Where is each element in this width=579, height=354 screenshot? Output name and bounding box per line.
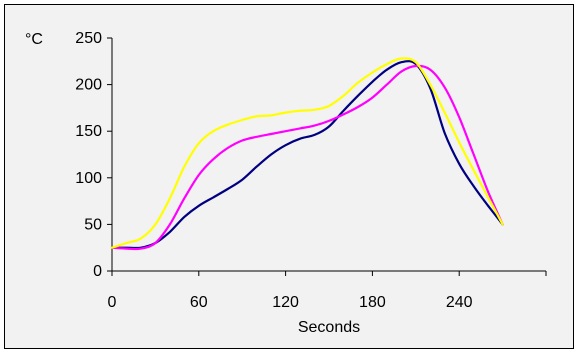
x-tick-label: 0 [108,294,117,311]
x-tick-label: 60 [190,294,208,311]
y-tick-label: 100 [75,170,102,187]
plot-area-group [112,38,546,271]
x-tick-label: 120 [272,294,299,311]
y-tick-label: 250 [75,30,102,47]
x-tick-label: 240 [446,294,473,311]
y-tick-label: 150 [75,123,102,140]
series-line-magenta [110,64,504,251]
x-axis-title: Seconds [298,319,360,336]
y-tick-label: 200 [75,77,102,94]
series-group [110,57,504,251]
series-line-navy [110,60,504,250]
y-tick-label: 50 [84,216,102,233]
ticks-group: 0 50 100 150 200 250 0 60 120 180 240 [75,30,547,311]
y-axis-unit-label: °C [25,31,43,48]
series-line-yellow [110,57,504,249]
plot-area [112,38,546,271]
x-tick-label: 180 [359,294,386,311]
y-tick-label: 0 [93,263,102,280]
axes-group [111,38,546,272]
